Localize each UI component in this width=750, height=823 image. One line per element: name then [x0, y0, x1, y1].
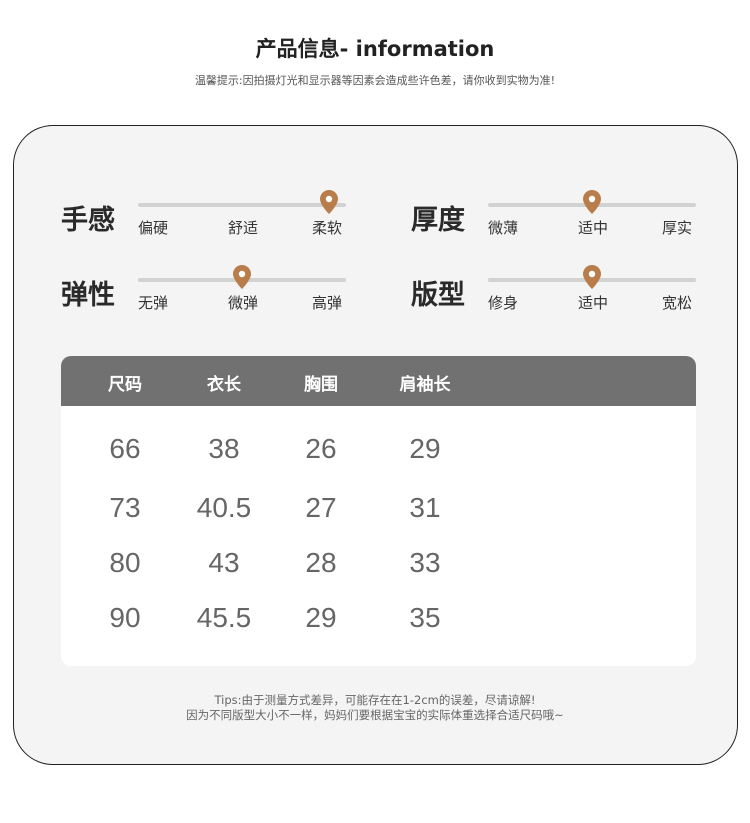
attribute-option: 微弹	[228, 294, 259, 312]
table-cell: 38	[208, 433, 240, 464]
attribute-0: 手感 偏硬 舒适 柔软	[61, 190, 361, 246]
table-cell: 31	[409, 492, 441, 523]
attribute-slider	[138, 265, 346, 289]
table-cell: 26	[305, 433, 337, 464]
attribute-name: 版型	[411, 280, 465, 311]
attribute-1: 厚度 微薄 适中 厚实	[411, 190, 711, 246]
location-pin-icon	[233, 265, 251, 289]
attribute-option: 无弹	[138, 294, 169, 312]
table-cell: 29	[305, 602, 337, 633]
attribute-3: 版型 修身 适中 宽松	[411, 265, 711, 321]
location-pin-icon	[583, 265, 601, 289]
attribute-2: 弹性 无弹 微弹 高弹	[61, 265, 361, 321]
location-pin-icon	[583, 190, 601, 214]
column-header: 胸围	[304, 375, 338, 395]
color-notice: 温馨提示:因拍摄灯光和显示器等因素会造成些许色差，请你收到实物为准!	[194, 74, 556, 87]
table-cell: 33	[409, 547, 441, 578]
attribute-option: 修身	[488, 294, 519, 312]
attribute-slider	[488, 190, 696, 214]
attribute-option: 厚实	[662, 219, 693, 237]
attribute-option: 高弹	[312, 294, 343, 312]
table-cell: 66	[109, 433, 141, 464]
table-cell: 90	[109, 602, 141, 633]
table-cell: 28	[305, 547, 337, 578]
location-pin-icon	[320, 190, 339, 214]
column-header: 尺码	[108, 375, 142, 395]
attribute-slider	[488, 265, 696, 289]
tips-line-2: 因为不同版型大小不一样，妈妈们要根据宝宝的实际体重选择合适尺码哦~	[186, 708, 564, 722]
table-cell: 29	[409, 433, 441, 464]
table-cell: 40.5	[196, 492, 252, 523]
attribute-name: 弹性	[61, 280, 115, 311]
attribute-option: 微薄	[488, 219, 519, 237]
attribute-option: 舒适	[228, 219, 259, 237]
attribute-name: 厚度	[411, 205, 465, 236]
attribute-option: 适中	[578, 294, 609, 312]
attribute-name: 手感	[61, 205, 115, 236]
info-card: 手感 偏硬 舒适 柔软 厚度 微薄 适中 厚实 弹性 无弹 微弹 高弹 版型 修身 适中 宽松 尺码衣…	[13, 125, 738, 765]
tips: Tips:由于测量方式差异，可能存在在1-2cm的误差，尽请谅解! 因为不同版型…	[0, 693, 750, 723]
attribute-option: 宽松	[662, 294, 693, 312]
table-cell: 27	[305, 492, 337, 523]
table-cell: 43	[208, 547, 240, 578]
table-cell: 35	[409, 602, 441, 633]
table-cell: 80	[109, 547, 141, 578]
attribute-option: 适中	[578, 219, 609, 237]
column-header: 衣长	[207, 375, 241, 395]
attribute-option: 偏硬	[138, 219, 169, 237]
tips-line-1: Tips:由于测量方式差异，可能存在在1-2cm的误差，尽请谅解!	[214, 693, 536, 707]
attribute-slider	[138, 190, 346, 214]
table-cell: 73	[109, 492, 141, 523]
table-cell: 45.5	[196, 602, 252, 633]
column-header: 肩袖长	[399, 375, 451, 395]
table-header: 尺码 衣长 胸围 肩袖长	[61, 356, 696, 406]
page-title: 产品信息- information	[255, 37, 495, 61]
attribute-option: 柔软	[312, 219, 343, 237]
size-table: 尺码 衣长 胸围 肩袖长 66 38 26 29 73 40.5 27 31 80 43 28 33 90 45…	[61, 356, 696, 666]
